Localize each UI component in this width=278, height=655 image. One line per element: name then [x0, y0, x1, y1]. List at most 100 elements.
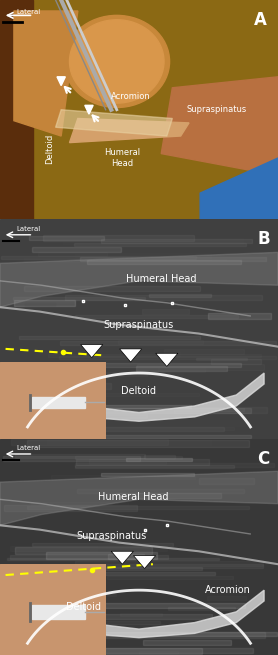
- Text: Acromion: Acromion: [205, 585, 251, 595]
- Bar: [47, 415, 147, 419]
- Bar: [38, 252, 107, 256]
- Bar: [75, 465, 234, 468]
- Bar: [207, 597, 246, 600]
- Bar: [65, 295, 262, 300]
- Polygon shape: [0, 472, 278, 525]
- Bar: [68, 383, 111, 388]
- Bar: [142, 309, 189, 314]
- Ellipse shape: [64, 15, 170, 107]
- Ellipse shape: [70, 20, 164, 103]
- Bar: [107, 576, 233, 579]
- Bar: [63, 238, 243, 244]
- Bar: [87, 260, 241, 264]
- Bar: [65, 435, 251, 438]
- Bar: [41, 603, 245, 608]
- Bar: [101, 473, 194, 476]
- Bar: [4, 319, 115, 324]
- Bar: [76, 459, 209, 465]
- Bar: [168, 607, 235, 610]
- Polygon shape: [133, 555, 156, 569]
- Bar: [144, 455, 175, 459]
- Bar: [25, 303, 55, 306]
- Bar: [49, 420, 245, 426]
- Bar: [48, 354, 260, 357]
- Bar: [75, 253, 211, 259]
- Text: Lateral: Lateral: [17, 9, 41, 15]
- Bar: [32, 247, 121, 252]
- Polygon shape: [111, 552, 133, 564]
- Text: Lateral: Lateral: [17, 445, 41, 451]
- Bar: [33, 542, 173, 546]
- Bar: [108, 553, 145, 559]
- Bar: [24, 257, 226, 262]
- Bar: [59, 356, 276, 359]
- Polygon shape: [85, 105, 93, 114]
- Polygon shape: [120, 349, 142, 362]
- Bar: [12, 594, 116, 596]
- Bar: [105, 648, 253, 653]
- Polygon shape: [57, 77, 65, 86]
- Bar: [208, 313, 272, 319]
- Polygon shape: [14, 11, 78, 136]
- Polygon shape: [70, 119, 189, 143]
- Bar: [43, 235, 194, 241]
- Bar: [4, 372, 147, 376]
- Text: Acromion: Acromion: [111, 92, 150, 101]
- Bar: [136, 366, 227, 371]
- Bar: [140, 652, 177, 654]
- Bar: [69, 648, 202, 654]
- Bar: [62, 631, 277, 636]
- Polygon shape: [81, 345, 103, 358]
- Bar: [12, 546, 97, 551]
- Bar: [26, 526, 186, 531]
- Bar: [126, 458, 192, 460]
- Bar: [4, 506, 137, 511]
- Bar: [11, 546, 167, 552]
- Polygon shape: [56, 109, 172, 136]
- Bar: [76, 561, 263, 567]
- Bar: [143, 640, 231, 645]
- Text: Supraspinatus: Supraspinatus: [187, 105, 247, 114]
- Bar: [19, 427, 224, 431]
- Polygon shape: [0, 252, 278, 307]
- Text: Lateral: Lateral: [17, 226, 41, 232]
- Bar: [75, 457, 182, 458]
- Text: C: C: [257, 449, 270, 468]
- Bar: [7, 405, 191, 408]
- Bar: [14, 300, 75, 305]
- Text: B: B: [257, 231, 270, 248]
- Bar: [47, 440, 211, 445]
- Bar: [18, 624, 164, 630]
- Polygon shape: [14, 373, 264, 421]
- Text: Humeral Head: Humeral Head: [126, 274, 197, 284]
- Bar: [80, 257, 266, 261]
- Text: A: A: [254, 11, 267, 29]
- Text: Humeral Head: Humeral Head: [98, 492, 169, 502]
- Bar: [53, 620, 160, 624]
- Bar: [13, 297, 145, 300]
- Bar: [31, 393, 199, 396]
- Bar: [29, 236, 104, 240]
- Bar: [92, 426, 234, 430]
- Bar: [6, 572, 215, 575]
- Bar: [1, 256, 196, 259]
- Bar: [75, 463, 274, 467]
- Bar: [174, 407, 267, 413]
- Bar: [7, 557, 219, 560]
- Bar: [74, 243, 246, 246]
- Bar: [101, 239, 252, 243]
- Bar: [116, 493, 221, 498]
- Polygon shape: [156, 353, 178, 366]
- Bar: [211, 359, 261, 364]
- Bar: [150, 295, 211, 297]
- Bar: [163, 349, 244, 354]
- Bar: [19, 337, 200, 339]
- Polygon shape: [0, 0, 33, 219]
- Bar: [134, 352, 180, 356]
- Bar: [51, 475, 195, 479]
- Bar: [15, 548, 152, 553]
- Text: Deltoid: Deltoid: [66, 603, 101, 612]
- Bar: [148, 373, 183, 377]
- Bar: [75, 315, 238, 318]
- Bar: [85, 408, 251, 413]
